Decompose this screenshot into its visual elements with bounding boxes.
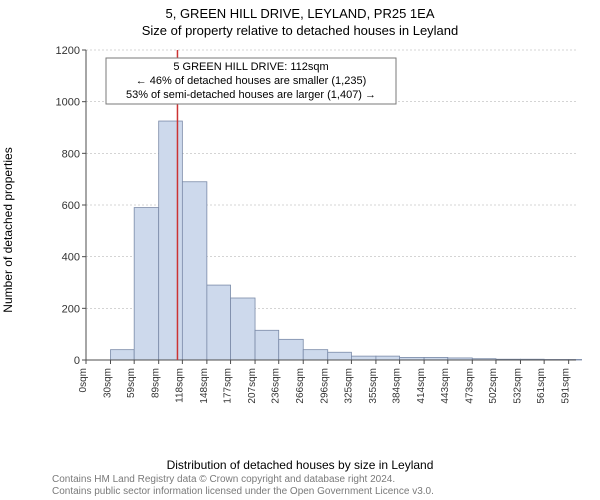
x-tick-label: 177sqm: [223, 368, 234, 404]
credits: Contains HM Land Registry data © Crown c…: [52, 474, 434, 498]
x-tick-label: 502sqm: [488, 368, 499, 404]
x-tick-label: 355sqm: [368, 368, 379, 404]
x-tick-label: 148sqm: [199, 368, 210, 404]
histogram-bar: [134, 208, 159, 360]
x-tick-label: 30sqm: [103, 368, 114, 398]
x-tick-label: 532sqm: [512, 368, 523, 404]
plot-area: 0 200 400 600 800 1000 1200 0sqm 30sqm 59sqm 89sqm…: [52, 46, 582, 416]
chart-title: Size of property relative to detached ho…: [0, 21, 600, 38]
y-tick-label: 800: [62, 148, 80, 160]
chart-container: 5, GREEN HILL DRIVE, LEYLAND, PR25 1EA S…: [0, 0, 600, 500]
histogram-bar: [351, 356, 376, 360]
x-tick-label: 0sqm: [78, 368, 89, 392]
x-tick-label: 384sqm: [392, 368, 403, 404]
histogram-bar: [303, 350, 328, 360]
x-tick-label: 473sqm: [464, 368, 475, 404]
y-tick-label: 400: [62, 252, 80, 264]
y-tick-label: 0: [74, 355, 80, 367]
histogram-bar: [255, 330, 279, 360]
y-tick-label: 1200: [56, 46, 80, 57]
histogram-bar: [231, 298, 256, 360]
annotation-line3: 53% of semi-detached houses are larger (…: [110, 89, 392, 103]
histogram-bar: [182, 182, 207, 360]
credits-line2: Contains public sector information licen…: [52, 486, 434, 498]
credits-line1: Contains HM Land Registry data © Crown c…: [52, 474, 434, 486]
x-tick-label: 414sqm: [416, 368, 427, 404]
x-tick-label: 325sqm: [343, 368, 354, 404]
y-axis-label: Number of detached properties: [1, 147, 15, 312]
histogram-bar: [328, 352, 352, 360]
x-tick-label: 59sqm: [126, 368, 137, 398]
x-tick-label: 443sqm: [440, 368, 451, 404]
x-tick-label: 207sqm: [247, 368, 258, 404]
x-tick-label: 591sqm: [561, 368, 572, 404]
x-tick-label: 266sqm: [295, 368, 306, 404]
plot-svg: 0 200 400 600 800 1000 1200 0sqm 30sqm 59sqm 89sqm…: [52, 46, 582, 416]
histogram-bar: [207, 285, 231, 360]
y-tick-label: 600: [62, 200, 80, 212]
x-tick-label: 561sqm: [536, 368, 547, 404]
histogram-bar: [376, 356, 400, 360]
address-title: 5, GREEN HILL DRIVE, LEYLAND, PR25 1EA: [0, 0, 600, 21]
x-tick-label: 236sqm: [271, 368, 282, 404]
histogram-bar: [279, 339, 304, 360]
histogram-bar: [159, 121, 183, 360]
annotation-line1: 5 GREEN HILL DRIVE: 112sqm: [110, 61, 392, 75]
x-axis-label: Distribution of detached houses by size …: [167, 458, 434, 472]
histogram-bar: [111, 350, 135, 360]
y-tick-label: 200: [62, 303, 80, 315]
annotation-line2: ← 46% of detached houses are smaller (1,…: [110, 75, 392, 89]
x-tick-label: 89sqm: [151, 368, 162, 398]
x-tick-label: 296sqm: [320, 368, 331, 404]
x-tick-label: 118sqm: [174, 368, 185, 403]
y-tick-label: 1000: [56, 97, 80, 109]
annotation-content: 5 GREEN HILL DRIVE: 112sqm← 46% of detac…: [106, 58, 396, 104]
